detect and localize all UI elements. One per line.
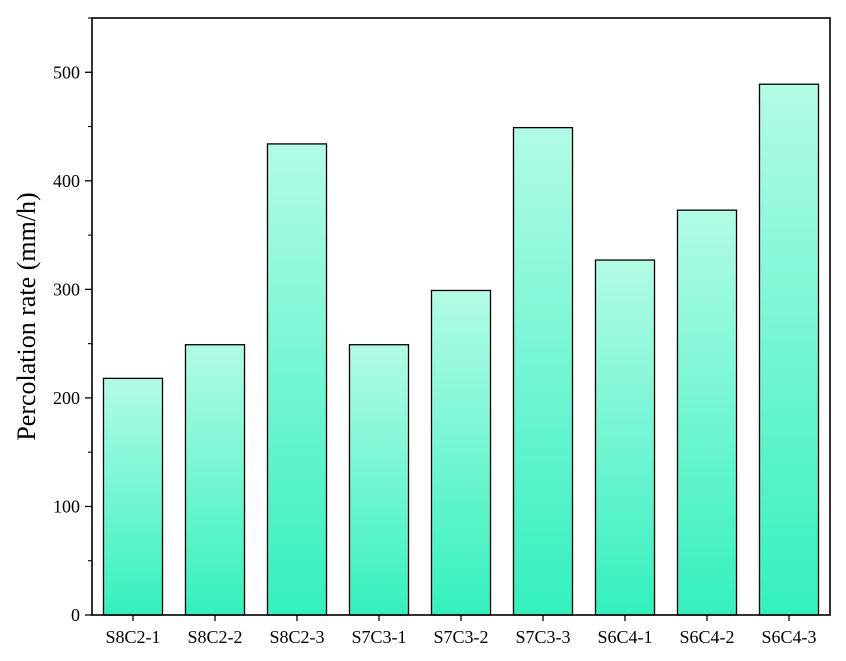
bar-S7C3-2: [430, 289, 492, 616]
bar-S7C3-3: [512, 126, 574, 616]
x-tick-label: S8C2-2: [187, 627, 242, 647]
bars: [102, 83, 820, 616]
x-tick-label: S6C4-1: [597, 627, 652, 647]
x-tick-label: S7C3-3: [515, 627, 570, 647]
x-axis-labels: S8C2-1 S8C2-2 S8C2-3 S7C3-1 S7C3-2 S7C3-3 S6C4…: [105, 615, 817, 647]
y-tick-label: 100: [53, 496, 80, 516]
y-axis-ticks: 0 100 200 300 400 500: [53, 17, 92, 625]
x-tick-label: S8C2-1: [105, 627, 160, 647]
bar-S8C2-2: [184, 344, 246, 616]
x-tick-label: S6C4-3: [761, 627, 816, 647]
y-tick-label: 300: [53, 279, 80, 299]
y-tick-label: 400: [53, 171, 80, 191]
x-tick-label: S8C2-3: [269, 627, 324, 647]
y-axis-title: Percolation rate (mm/h): [12, 192, 41, 440]
bar-S6C4-2: [676, 209, 738, 616]
y-tick-label: 0: [71, 605, 80, 625]
bar-S8C2-3: [266, 143, 328, 616]
x-tick-label: S7C3-1: [351, 627, 406, 647]
bar-S6C4-3: [758, 83, 820, 616]
bar-S7C3-1: [348, 344, 410, 616]
bar-S6C4-1: [594, 259, 656, 616]
x-tick-label: S6C4-2: [679, 627, 734, 647]
y-tick-label: 200: [53, 388, 80, 408]
bar-S8C2-1: [102, 377, 164, 616]
x-tick-label: S7C3-2: [433, 627, 488, 647]
y-tick-label: 500: [53, 62, 80, 82]
